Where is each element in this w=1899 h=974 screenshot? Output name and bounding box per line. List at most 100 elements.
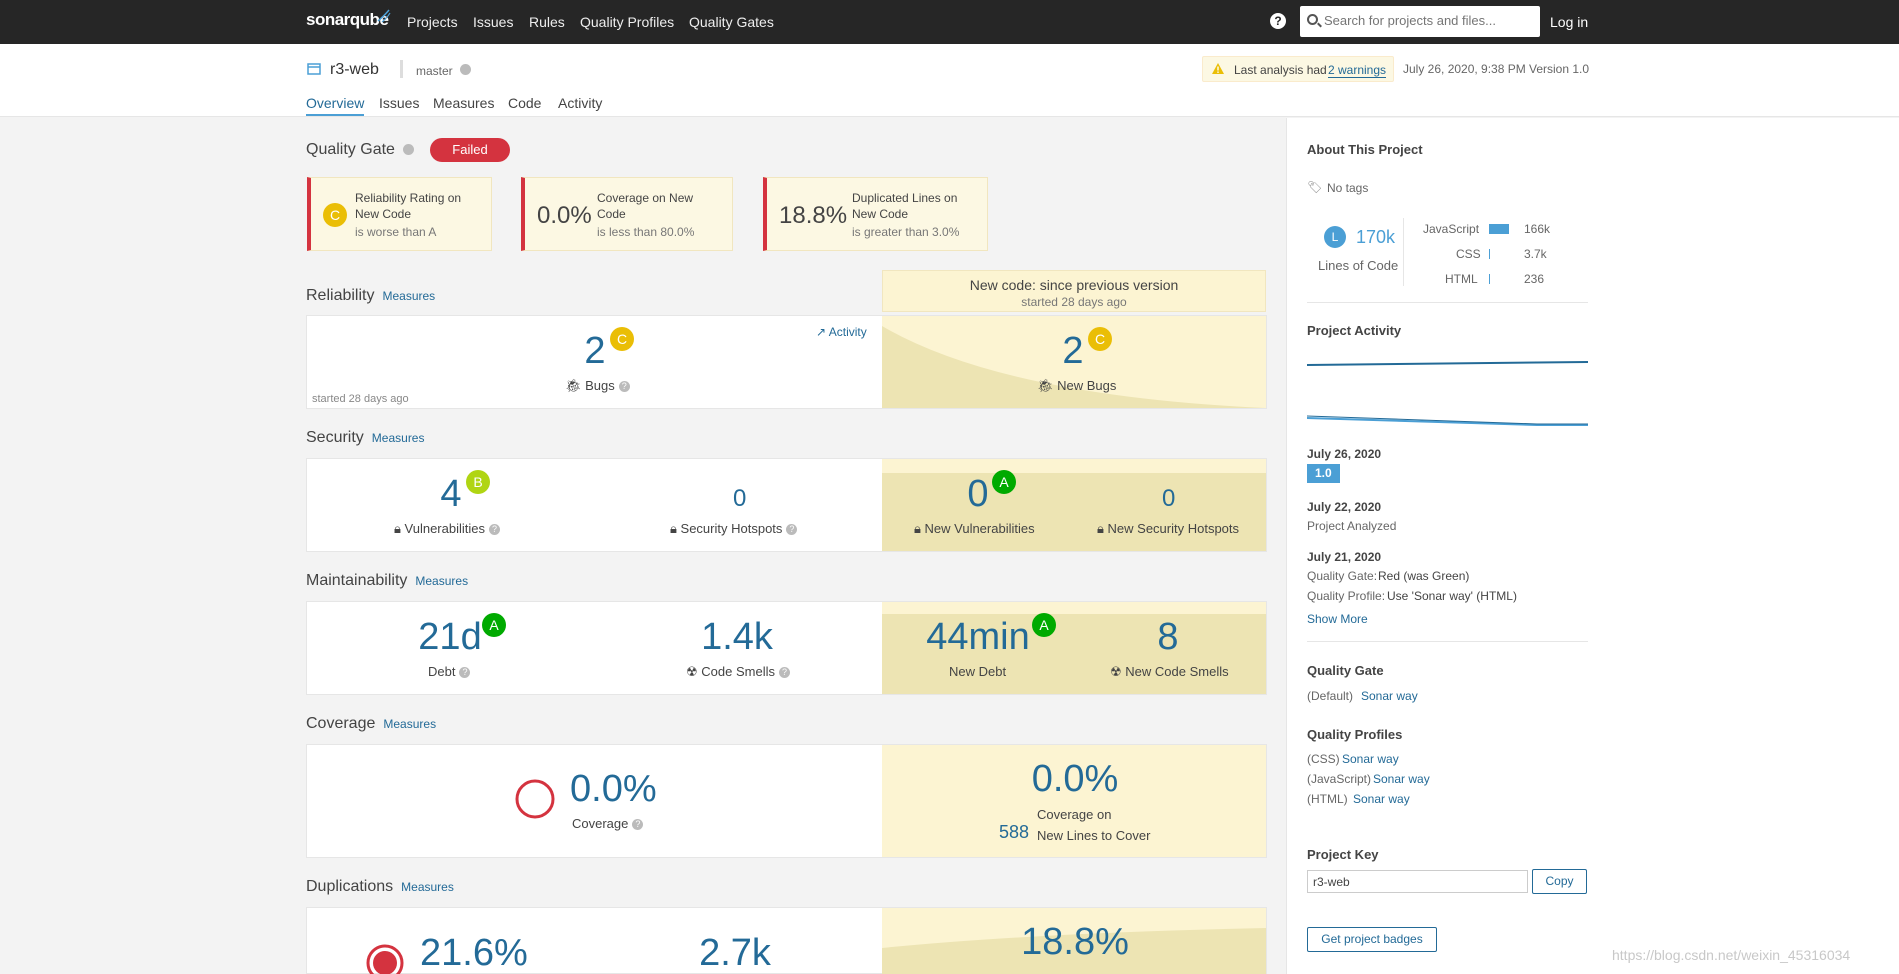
analysis-date: July 26, 2020, 9:38 PM bbox=[1403, 62, 1526, 76]
warning-text: Last analysis had bbox=[1234, 63, 1327, 77]
search-box[interactable] bbox=[1300, 6, 1540, 37]
new-debt-rating[interactable]: A bbox=[1032, 613, 1056, 637]
search-icon bbox=[1307, 14, 1318, 25]
tab-measures[interactable]: Measures bbox=[433, 95, 495, 111]
hotspots-help-icon[interactable]: ? bbox=[786, 524, 798, 535]
get-project-badges-button[interactable]: Get project badges bbox=[1307, 927, 1437, 952]
tab-activity[interactable]: Activity bbox=[558, 95, 603, 111]
new-vulnerabilities-rating[interactable]: A bbox=[992, 470, 1016, 494]
new-code-smells-value[interactable]: 8 bbox=[1157, 616, 1179, 658]
condition-threshold: is worse than A bbox=[355, 225, 437, 239]
vulnerabilities-value[interactable]: 4 bbox=[440, 473, 462, 515]
duplications-measures-link[interactable]: Measures bbox=[401, 880, 454, 894]
condition-threshold: is greater than 3.0% bbox=[852, 225, 960, 239]
branch-icon bbox=[400, 60, 403, 78]
loc-value[interactable]: 170k bbox=[1356, 227, 1396, 247]
project-tags[interactable]: No tags bbox=[1327, 181, 1369, 195]
event-profile-value: Use 'Sonar way' (HTML) bbox=[1387, 589, 1517, 603]
duplicated-blocks-value[interactable]: 2.7k bbox=[699, 932, 771, 974]
sonarqube-logo[interactable]: sonarqube bbox=[306, 10, 389, 29]
tab-issues[interactable]: Issues bbox=[379, 95, 420, 111]
duplications-value[interactable]: 21.6% bbox=[420, 932, 528, 974]
language-bar-javascript bbox=[1489, 224, 1509, 234]
search-input[interactable] bbox=[1324, 13, 1534, 28]
profile-link-html[interactable]: Sonar way bbox=[1353, 792, 1410, 806]
branch-name[interactable]: master bbox=[416, 64, 453, 78]
nav-issues[interactable]: Issues bbox=[473, 14, 514, 30]
new-hotspots-value[interactable]: 0 bbox=[1162, 485, 1176, 512]
maintainability-measures-link[interactable]: Measures bbox=[415, 574, 469, 588]
activity-link[interactable]: ↗ Activity bbox=[816, 325, 867, 339]
bugs-label: 🐞︎ Bugs? bbox=[565, 378, 630, 394]
profile-lang: (JavaScript) bbox=[1307, 772, 1372, 786]
new-lines-value[interactable]: 588 bbox=[999, 822, 1030, 842]
reliability-measures-link[interactable]: Measures bbox=[382, 289, 436, 303]
coverage-value[interactable]: 0.0% bbox=[570, 768, 657, 810]
new-debt-value[interactable]: 44min bbox=[926, 616, 1030, 658]
warning-icon bbox=[1212, 63, 1224, 74]
quality-gate-link[interactable]: Sonar way bbox=[1361, 689, 1418, 703]
about-title: About This Project bbox=[1307, 142, 1423, 157]
new-vulnerabilities-label: 🔒︎ New Vulnerabilities bbox=[914, 521, 1035, 537]
nav-quality-profiles[interactable]: Quality Profiles bbox=[580, 14, 675, 30]
new-vulnerabilities-value[interactable]: 0 bbox=[967, 473, 989, 515]
debt-label-text: Debt bbox=[428, 664, 456, 679]
nav-rules[interactable]: Rules bbox=[529, 14, 565, 30]
project-activity-sparkline[interactable] bbox=[1307, 350, 1588, 430]
warnings-link[interactable]: 2 warnings bbox=[1328, 63, 1387, 78]
language-bar-css bbox=[1489, 249, 1490, 259]
new-coverage-label: Coverage on bbox=[1037, 807, 1112, 822]
bug-icon: 🐞︎ bbox=[565, 378, 586, 393]
new-duplications-value[interactable]: 18.8% bbox=[1021, 921, 1129, 963]
tag-icon[interactable]: 🏷︎ bbox=[1307, 180, 1323, 194]
quality-gate-help-icon[interactable] bbox=[403, 144, 414, 155]
login-link[interactable]: Log in bbox=[1550, 14, 1589, 30]
language-value-css: 3.7k bbox=[1524, 247, 1547, 261]
new-bugs-label: 🐞︎ New Bugs bbox=[1037, 378, 1116, 394]
tab-overview[interactable]: Overview bbox=[306, 95, 365, 116]
new-vulnerabilities-label-text: New Vulnerabilities bbox=[924, 521, 1035, 536]
nav-quality-gates[interactable]: Quality Gates bbox=[689, 14, 774, 30]
bugs-value[interactable]: 2 bbox=[584, 330, 606, 372]
smell-icon: ☢︎ bbox=[686, 664, 702, 679]
new-code-period-started: started 28 days ago bbox=[1021, 295, 1127, 309]
nav-projects[interactable]: Projects bbox=[407, 14, 458, 30]
tab-code[interactable]: Code bbox=[508, 95, 542, 111]
coverage-measures-link[interactable]: Measures bbox=[383, 717, 437, 731]
code-smells-help-icon[interactable]: ? bbox=[778, 667, 790, 678]
bugs-rating[interactable]: C bbox=[610, 327, 634, 351]
top-navbar: sonarqube Projects Issues Rules Quality … bbox=[0, 0, 1899, 44]
gate-condition-duplications[interactable]: 18.8% Duplicated Lines on New Code is gr… bbox=[763, 177, 988, 251]
profile-lang: (HTML) bbox=[1307, 792, 1348, 806]
profile-link-css[interactable]: Sonar way bbox=[1342, 752, 1399, 766]
bugs-help-icon[interactable]: ? bbox=[618, 381, 630, 392]
new-coverage-value[interactable]: 0.0% bbox=[1031, 758, 1119, 800]
gate-condition-reliability[interactable]: C Reliability Rating on New Code is wors… bbox=[307, 177, 492, 251]
debt-value[interactable]: 21d bbox=[418, 616, 482, 658]
new-bugs-rating[interactable]: C bbox=[1088, 327, 1112, 351]
project-name[interactable]: r3-web bbox=[330, 61, 379, 78]
security-measures-link[interactable]: Measures bbox=[371, 431, 425, 445]
hotspots-label-text: Security Hotspots bbox=[680, 521, 783, 536]
vulnerabilities-help-icon[interactable]: ? bbox=[488, 524, 500, 535]
profile-lang: (CSS) bbox=[1307, 752, 1340, 766]
help-icon[interactable]: ? bbox=[1270, 13, 1286, 29]
coverage-help-icon[interactable]: ? bbox=[632, 819, 644, 830]
vulnerabilities-label-text: Vulnerabilities bbox=[404, 521, 485, 536]
code-smells-value[interactable]: 1.4k bbox=[701, 616, 773, 658]
project-icon bbox=[307, 63, 321, 75]
debt-help-icon[interactable]: ? bbox=[459, 667, 471, 678]
profile-link-javascript[interactable]: Sonar way bbox=[1373, 772, 1430, 786]
new-bugs-value[interactable]: 2 bbox=[1062, 330, 1084, 372]
branch-help-icon[interactable] bbox=[460, 64, 471, 75]
language-name-javascript: JavaScript bbox=[1423, 222, 1480, 236]
vulnerabilities-rating[interactable]: B bbox=[466, 470, 490, 494]
coverage-label: Coverage? bbox=[572, 816, 644, 831]
show-more-link[interactable]: Show More bbox=[1307, 612, 1368, 626]
gate-condition-coverage[interactable]: 0.0% Coverage on New Code is less than 8… bbox=[521, 177, 733, 251]
condition-label-line2: New Code bbox=[852, 207, 909, 221]
project-key-input[interactable] bbox=[1307, 870, 1528, 893]
copy-key-button[interactable]: Copy bbox=[1532, 869, 1587, 894]
debt-rating[interactable]: A bbox=[482, 613, 506, 637]
hotspots-value[interactable]: 0 bbox=[733, 485, 747, 512]
